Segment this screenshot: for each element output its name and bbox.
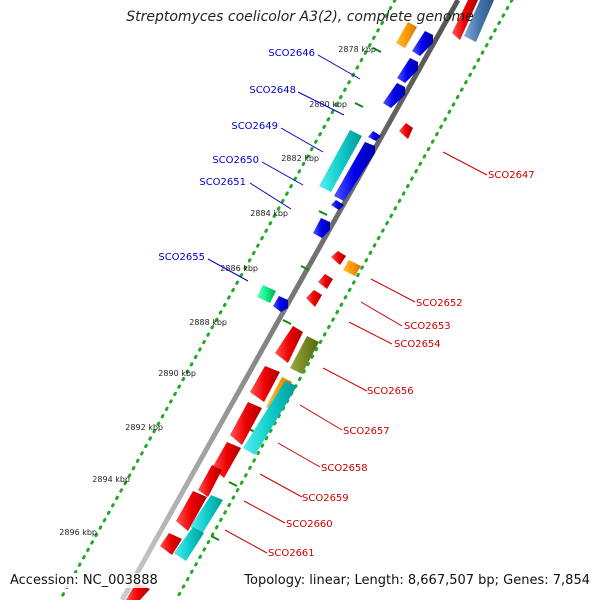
gene-feature[interactable] xyxy=(334,142,375,201)
gene-feature[interactable] xyxy=(174,527,204,561)
scale-tick xyxy=(372,47,382,53)
scale-tick xyxy=(318,210,328,216)
genome-backbone xyxy=(119,0,461,600)
gene-feature[interactable] xyxy=(343,260,361,276)
gene-feature[interactable] xyxy=(190,495,223,534)
gene-label-sco2647[interactable]: SCO2647 xyxy=(488,170,535,181)
genome-title: Streptomyces coelicolor A3(2), complete … xyxy=(126,9,474,25)
gene-label-sco2649[interactable]: SCO2649 xyxy=(231,121,278,132)
reverse-gene-labels: SCO2647 SCO2652 SCO2653 SCO2654 SCO2656 … xyxy=(268,170,535,559)
forward-gene-labels: SCO2646 SCO2648 SCO2649 SCO2650 SCO2651 … xyxy=(158,48,315,263)
scale-tick-label: 2878 kbp xyxy=(338,45,376,54)
gene-label-sco2657[interactable]: SCO2657 xyxy=(343,426,390,437)
gene-feature[interactable] xyxy=(331,251,346,265)
gene-feature[interactable] xyxy=(243,381,297,455)
scale-tick-label: 2892 kbp xyxy=(125,423,163,432)
gene-feature[interactable] xyxy=(319,130,362,192)
scale-tick xyxy=(228,481,238,487)
scale-tick xyxy=(210,535,220,541)
gene-feature[interactable] xyxy=(250,366,280,402)
scale-tick-label: 2894 kbp xyxy=(92,475,130,484)
gene-feature[interactable] xyxy=(160,533,182,555)
gene-feature[interactable] xyxy=(306,290,322,307)
accession-text: Accession: NC_003888 xyxy=(8,573,160,588)
scale-tick-label: 2880 kbp xyxy=(309,100,347,109)
forward-leader-lines xyxy=(207,54,361,282)
gene-feature[interactable] xyxy=(198,465,222,497)
gene-label-sco2659[interactable]: SCO2659 xyxy=(302,493,349,504)
topology-summary: Topology: linear; Length: 8,667,507 bp; … xyxy=(242,573,592,588)
scale-tick-label: 2884 kbp xyxy=(250,209,288,218)
scale-tick-label: 2890 kbp xyxy=(158,369,196,378)
gene-feature[interactable] xyxy=(318,274,333,289)
gene-feature[interactable] xyxy=(290,336,319,374)
scale-dotted-line xyxy=(58,0,397,600)
gene-feature[interactable] xyxy=(397,58,418,83)
gene-feature[interactable] xyxy=(399,123,413,139)
gene-feature[interactable] xyxy=(273,296,288,312)
scale-tick xyxy=(354,102,364,108)
scale-tick-label: 2896 kbp xyxy=(59,528,97,537)
scale-tick-labels: 2878 kbp 2880 kbp 2882 kbp 2884 kbp 2886 kbp… xyxy=(59,45,376,537)
gene-feature[interactable] xyxy=(331,200,344,210)
gene-label-sco2658[interactable]: SCO2658 xyxy=(321,463,368,474)
gene-label-sco2655[interactable]: SCO2655 xyxy=(158,252,205,263)
gene-label-sco2646[interactable]: SCO2646 xyxy=(268,48,315,59)
gene-label-sco2653[interactable]: SCO2653 xyxy=(404,321,451,332)
gene-label-sco2651[interactable]: SCO2651 xyxy=(199,177,246,188)
scale-tick-label: 2886 kbp xyxy=(220,264,258,273)
scale-tick xyxy=(282,319,292,325)
gene-feature[interactable] xyxy=(452,0,478,40)
gene-feature[interactable] xyxy=(275,326,303,363)
scale-tick-label: 2882 kbp xyxy=(281,154,319,163)
scale-tick xyxy=(300,265,310,271)
gene-feature[interactable] xyxy=(383,83,405,108)
scale-ticks xyxy=(210,47,382,541)
gene-label-sco2661[interactable]: SCO2661 xyxy=(268,548,315,559)
gene-feature[interactable] xyxy=(230,402,262,445)
gene-feature[interactable] xyxy=(257,285,276,303)
gene-label-sco2652[interactable]: SCO2652 xyxy=(416,298,463,309)
gene-label-sco2660[interactable]: SCO2660 xyxy=(286,519,333,530)
gene-feature[interactable] xyxy=(412,31,433,56)
scale-tick-label: 2888 kbp xyxy=(189,318,227,327)
gene-feature[interactable] xyxy=(464,0,494,42)
reverse-leader-lines xyxy=(224,151,488,554)
gene-label-sco2656[interactable]: SCO2656 xyxy=(367,386,414,397)
gene-features xyxy=(126,0,494,600)
gene-label-sco2650[interactable]: SCO2650 xyxy=(212,155,259,166)
gene-label-sco2654[interactable]: SCO2654 xyxy=(394,339,441,350)
gene-label-sco2648[interactable]: SCO2648 xyxy=(249,85,296,96)
gene-feature[interactable] xyxy=(396,22,417,48)
gene-feature[interactable] xyxy=(313,218,330,238)
gene-feature[interactable] xyxy=(176,491,207,531)
gene-feature[interactable] xyxy=(368,131,381,141)
